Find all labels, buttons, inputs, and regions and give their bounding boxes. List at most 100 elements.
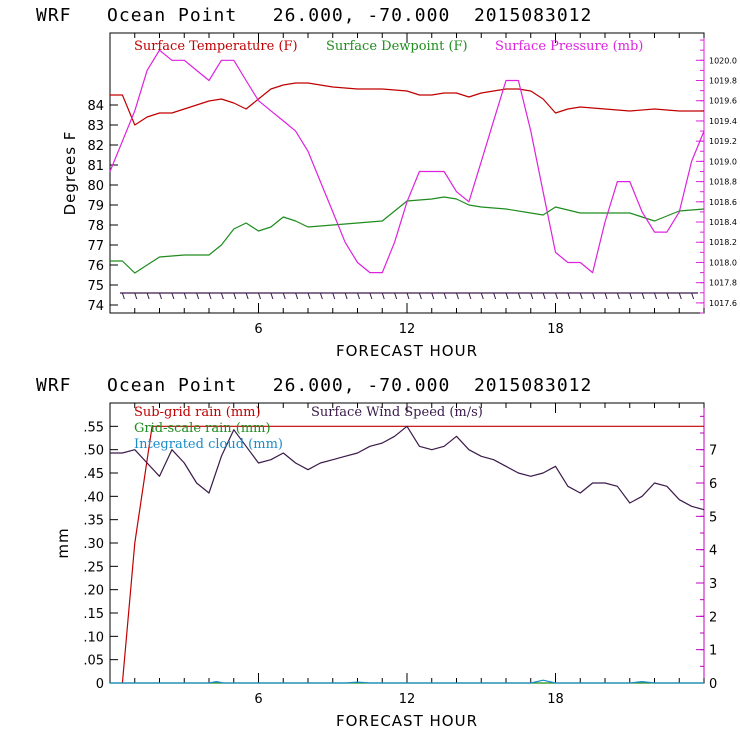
chart-1-y-tick-label: 78	[87, 219, 104, 234]
wind-barb	[357, 292, 360, 300]
chart-1-wind-barbs	[120, 292, 698, 300]
chart-1-y2-tick-label: 1018.8	[709, 178, 737, 187]
wind-barb	[394, 292, 398, 300]
wind-barb	[456, 292, 459, 300]
wind-barb	[369, 292, 373, 300]
chart-2-title: WRF Ocean Point 26.000, -70.000 20150830…	[36, 375, 592, 396]
wind-barb	[517, 292, 521, 300]
chart-2-x-tick-label: 6	[254, 692, 262, 707]
chart-2-y2-ticks: 0 1 2 3 4 5 6 7	[696, 415, 717, 692]
chart-1-x-tick-label: 18	[547, 322, 564, 337]
series-line-integrated-cloud-mm	[110, 679, 704, 684]
chart-2-y2-tick-label: 3	[709, 577, 717, 592]
chart-1-series	[109, 49, 705, 274]
chart-1-y2-ticks: 1017.6 1017.8 1018.0 1018.2 1018.4 1018.6 1018…	[696, 39, 737, 314]
legend-surface-wind-speed: Surface Wind Speed (m/s)	[311, 405, 483, 420]
chart-1-y-tick-label: 76	[87, 259, 104, 274]
wind-barb	[319, 292, 323, 300]
wind-barb	[542, 292, 546, 300]
chart-1-y2-tick-label: 1019.8	[709, 77, 737, 86]
wind-barb	[121, 292, 125, 300]
chart-1-y2-tick-label: 1019.2	[709, 137, 737, 146]
chart-1-y2-tick-label: 1019.4	[709, 117, 737, 126]
wind-barb	[220, 292, 224, 300]
chart-1-y-tick-label: 79	[87, 199, 104, 214]
wind-barb	[654, 292, 657, 300]
chart-1-y-tick-label: 81	[87, 159, 104, 174]
chart-1-y2-tick-label: 1020.0	[709, 56, 737, 65]
series-line-surface-dewpoint-f	[110, 196, 705, 274]
wind-barb	[208, 292, 212, 300]
wind-barb	[678, 292, 682, 300]
chart-2-y-tick-label: .55	[83, 420, 104, 435]
chart-1-x-axis-label: FORECAST HOUR	[336, 342, 478, 360]
wind-barb	[493, 292, 497, 300]
chart-1-y-tick-label: 77	[87, 239, 104, 254]
chart-2-y-ticks: 0 .05 .10 .15 .20 .25 .30 .35 .40 .45 .50 .55	[83, 420, 118, 692]
wind-barb	[691, 292, 695, 300]
wind-barb	[567, 292, 571, 300]
chart-1-title: WRF Ocean Point 26.000, -70.000 20150830…	[36, 5, 592, 26]
chart-1-y-tick-label: 75	[87, 279, 104, 294]
wind-barb	[332, 292, 336, 300]
chart-1-y2-tick-label: 1019.0	[709, 157, 737, 166]
chart-2-y-tick-label: .40	[83, 490, 104, 505]
wind-barb	[381, 292, 385, 300]
chart-1-y-tick-label: 80	[87, 179, 104, 194]
series-line-surface-wind-speed-m-s	[110, 425, 705, 511]
chart-2-y2-tick-label: 2	[709, 610, 717, 625]
wind-barb	[431, 292, 435, 300]
chart-2-y-tick-label: 0	[96, 677, 104, 692]
wind-barb	[579, 292, 583, 300]
series-line-sub-grid-rain-mm	[121, 425, 704, 684]
wind-barb	[443, 292, 447, 300]
chart-2-y-tick-label: .25	[83, 560, 104, 575]
chart-2-y-tick-label: .05	[83, 654, 104, 669]
wind-barb	[592, 292, 596, 300]
wind-barb	[258, 292, 261, 300]
wind-barb	[641, 292, 645, 300]
chart-1-y2-tick-label: 1018.6	[709, 198, 737, 207]
chart-1-y-axis-label: Degrees F	[61, 131, 79, 216]
chart-1-y-tick-label: 82	[87, 139, 104, 154]
wind-barb	[604, 292, 608, 300]
chart-2-y2-tick-label: 0	[709, 677, 717, 692]
wind-barb	[418, 292, 422, 300]
wind-barb	[183, 292, 187, 300]
chart-2-y-tick-label: .45	[83, 467, 104, 482]
legend-surface-temperature: Surface Temperature (F)	[134, 39, 298, 54]
chart-2-x-tick-label: 12	[399, 692, 416, 707]
wind-barb	[159, 292, 162, 300]
wind-barb	[196, 292, 200, 300]
chart-2-y-axis-label: mm	[54, 527, 72, 558]
chart-1-x-tick-label: 6	[254, 322, 262, 337]
legend-surface-dewpoint: Surface Dewpoint (F)	[326, 39, 468, 54]
wind-barb	[468, 292, 472, 300]
chart-2-y2-tick-label: 6	[709, 477, 717, 492]
chart-1-y2-tick-label: 1017.8	[709, 279, 737, 288]
chart-2-x-ticks: 6 12 18	[109, 403, 705, 707]
chart-2-y-tick-label: .35	[83, 514, 104, 529]
chart-2-y2-tick-label: 7	[709, 444, 717, 459]
chart-2-y-tick-label: .30	[83, 537, 104, 552]
chart-1-y-tick-label: 83	[87, 119, 104, 134]
wind-barb	[233, 292, 237, 300]
chart-1-y2-tick-label: 1018.4	[709, 218, 737, 227]
chart-2-y2-tick-label: 4	[709, 544, 717, 559]
chart-1-x-tick-label: 12	[399, 322, 416, 337]
chart-2-x-axis-label: FORECAST HOUR	[336, 712, 478, 730]
chart-1-y-tick-label: 74	[87, 299, 104, 314]
wind-barb	[555, 292, 558, 300]
wind-barb	[295, 292, 299, 300]
chart-1-y2-tick-label: 1017.6	[709, 299, 737, 308]
legend-grid-scale-rain: Grid-scale rain (mm)	[134, 421, 271, 436]
chart-2-y-tick-label: .50	[83, 444, 104, 459]
chart-2-y-tick-label: .15	[83, 607, 104, 622]
wind-barb	[245, 292, 249, 300]
wind-barb	[171, 292, 175, 300]
wind-barb	[270, 292, 274, 300]
wind-barb	[307, 292, 311, 300]
legend-sub-grid-rain: Sub-grid rain (mm)	[134, 405, 261, 420]
